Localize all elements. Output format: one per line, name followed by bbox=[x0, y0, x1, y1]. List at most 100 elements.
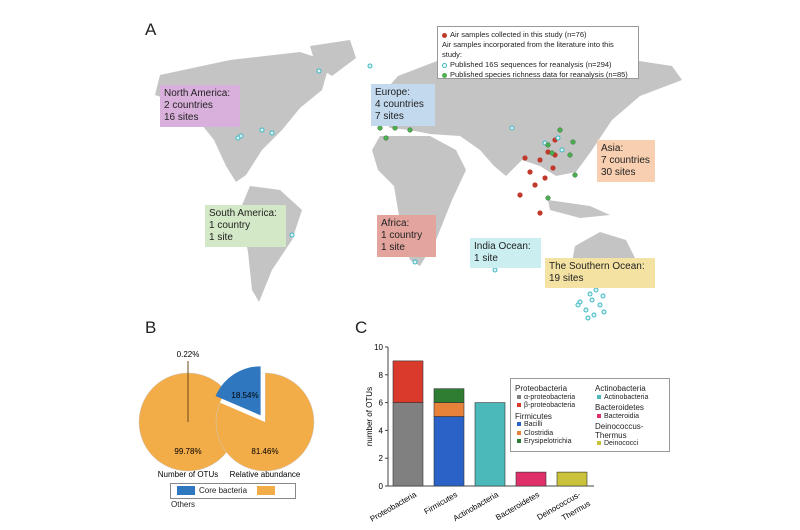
swatch-icon bbox=[517, 403, 521, 407]
eurasia bbox=[375, 50, 682, 176]
y-tick-label: 6 bbox=[379, 399, 384, 408]
cyan-dot-icon bbox=[442, 62, 447, 68]
bar-segment bbox=[392, 402, 424, 487]
panel-label-a: A bbox=[145, 20, 157, 39]
pie-label-others: 81.46% bbox=[251, 447, 278, 456]
legend-group: Proteobacteria bbox=[515, 384, 568, 393]
others-swatch bbox=[257, 486, 276, 496]
region-line: 7 sites bbox=[375, 111, 404, 122]
region-label: The Southern Ocean: 19 sites bbox=[545, 258, 655, 288]
bar-segment bbox=[433, 402, 465, 417]
site-dot-richness bbox=[557, 127, 563, 133]
bar-segment bbox=[556, 471, 588, 487]
site-dot-sequences bbox=[591, 312, 597, 318]
y-tick-label: 10 bbox=[374, 343, 383, 352]
y-axis-label: number of OTUs bbox=[365, 387, 374, 446]
bar-segment bbox=[515, 471, 547, 487]
site-dot-richness bbox=[407, 127, 413, 133]
region-label: Asia: 7 countries 30 sites bbox=[597, 140, 655, 182]
site-dot-sequences bbox=[269, 130, 275, 136]
bar-legend: Proteobacteria α-proteobacteria β-proteoba… bbox=[510, 378, 670, 452]
bar-segment bbox=[433, 416, 465, 487]
site-dot-sequences bbox=[587, 291, 593, 297]
bar-segment bbox=[392, 360, 424, 403]
region-label: South America: 1 country 1 site bbox=[205, 205, 286, 247]
region-line: India Ocean: bbox=[474, 241, 531, 252]
site-dot-sequences bbox=[316, 68, 322, 74]
site-dot-richness bbox=[549, 150, 555, 156]
x-tick-label: Firmicutes bbox=[423, 490, 459, 516]
site-dot-collected bbox=[527, 169, 533, 175]
legend-group: Firmicutes bbox=[515, 411, 552, 421]
panel-label-b: B bbox=[145, 318, 157, 337]
bar-segment bbox=[474, 402, 506, 487]
region-line: Asia: bbox=[601, 143, 624, 154]
region-line: 2 countries bbox=[164, 100, 213, 111]
region-line: 1 site bbox=[209, 232, 233, 243]
site-dot-sequences bbox=[367, 63, 373, 69]
region-label: Europe: 4 countries 7 sites bbox=[371, 84, 435, 126]
site-dot-richness bbox=[570, 139, 576, 145]
site-dot-sequences bbox=[597, 302, 603, 308]
x-tick-label: Bacteroidetes bbox=[494, 490, 541, 522]
y-tick-label: 4 bbox=[379, 426, 384, 435]
site-dot-sequences bbox=[492, 267, 498, 273]
legend-sequences: Published 16S sequences for reanalysis (… bbox=[450, 60, 612, 69]
site-dot-sequences bbox=[585, 315, 591, 321]
region-label: India Ocean: 1 site bbox=[470, 238, 541, 268]
region-label: North America: 2 countries 16 sites bbox=[160, 85, 240, 127]
y-tick-label: 8 bbox=[379, 371, 384, 380]
site-dot-richness bbox=[392, 125, 398, 131]
swatch-icon bbox=[597, 394, 601, 399]
site-dot-sequences bbox=[575, 302, 581, 308]
pie-label-core: 0.22% bbox=[177, 350, 200, 359]
site-dot-richness bbox=[567, 152, 573, 158]
pie-label-others: 99.78% bbox=[174, 447, 201, 456]
legend-richness: Published species richness data for rean… bbox=[450, 70, 628, 79]
pie-title: Number of OTUs bbox=[158, 470, 218, 479]
legend-group: Deinococcus-Thermus bbox=[595, 422, 644, 440]
site-dot-richness bbox=[572, 172, 578, 178]
site-dot-sequences bbox=[559, 147, 565, 153]
legend-item: Actinobacteria bbox=[595, 394, 669, 403]
site-dot-sequences bbox=[589, 297, 595, 303]
region-line: 1 country bbox=[209, 220, 251, 231]
legend-group: Bacteroidetes bbox=[595, 403, 644, 412]
region-line: 1 country bbox=[381, 230, 423, 241]
region-line: 1 site bbox=[474, 253, 498, 264]
region-line: 7 countries bbox=[601, 155, 650, 166]
site-dot-sequences bbox=[593, 287, 599, 293]
pie-label-core: 18.54% bbox=[231, 391, 258, 400]
site-dot-richness bbox=[377, 125, 383, 131]
pie-title: Relative abundance bbox=[230, 470, 301, 479]
legend-group: Actinobacteria bbox=[595, 384, 646, 393]
region-line: South America: bbox=[209, 208, 277, 219]
swatch-icon bbox=[517, 439, 521, 443]
swatch-icon bbox=[517, 394, 521, 399]
x-tick-label: Actinobacteria bbox=[452, 490, 501, 523]
north-america bbox=[155, 52, 330, 182]
region-line: 19 sites bbox=[549, 273, 584, 284]
site-dot-sequences bbox=[601, 309, 607, 315]
bar-segment bbox=[433, 388, 465, 403]
site-dot-richness bbox=[545, 142, 551, 148]
region-line: 1 site bbox=[381, 242, 405, 253]
region-line: Africa: bbox=[381, 218, 410, 229]
site-dot-sequences bbox=[412, 259, 418, 265]
legend-item: Bacteroidia bbox=[595, 413, 669, 422]
site-dot-sequences bbox=[583, 307, 589, 313]
region-line: 16 sites bbox=[164, 112, 199, 123]
legend-collected: Air samples collected in this study (n=7… bbox=[450, 30, 587, 39]
region-line: Europe: bbox=[375, 87, 411, 98]
site-dot-sequences bbox=[509, 125, 515, 131]
site-dot-collected bbox=[542, 175, 548, 181]
swatch-icon bbox=[597, 441, 601, 445]
legend-item: Deinococci bbox=[595, 440, 669, 449]
site-dot-sequences bbox=[259, 127, 265, 133]
map-legend: Air samples collected in this study (n=7… bbox=[437, 26, 639, 79]
core-swatch bbox=[177, 486, 195, 496]
site-dot-collected bbox=[550, 165, 556, 171]
legend-incorporated: Air samples incorporated from the litera… bbox=[442, 40, 614, 59]
greenland bbox=[310, 40, 356, 76]
region-line: 30 sites bbox=[601, 167, 636, 178]
